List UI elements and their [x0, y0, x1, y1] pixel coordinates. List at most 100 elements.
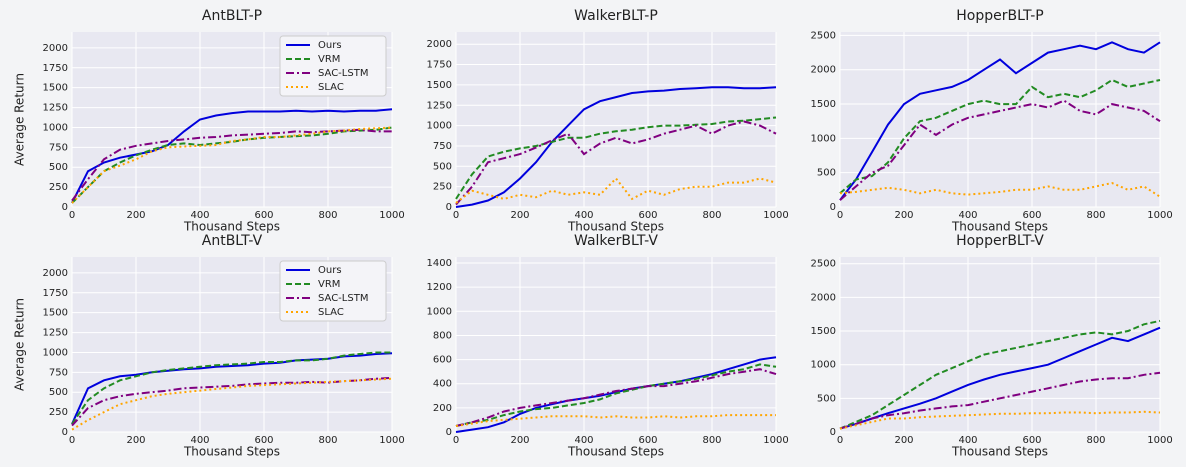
x-tick-label: 400: [958, 210, 977, 221]
legend-label: SAC-LSTM: [318, 68, 368, 79]
x-tick-label: 400: [574, 210, 593, 221]
chart-title: HopperBLT-V: [956, 233, 1044, 249]
x-axis-label: Thousand Steps: [567, 220, 664, 234]
y-tick-label: 0: [446, 427, 452, 438]
y-tick-label: 250: [433, 182, 452, 193]
chart-title: WalkerBLT-V: [574, 233, 658, 249]
y-tick-label: 750: [433, 141, 452, 152]
x-tick-label: 800: [702, 210, 721, 221]
y-tick-label: 1000: [43, 347, 68, 358]
y-tick-label: 0: [62, 427, 68, 438]
chart-title: AntBLT-V: [202, 233, 263, 249]
legend-box: [279, 35, 387, 97]
series-line: [455, 414, 776, 427]
x-tick-label: 800: [318, 435, 337, 446]
x-axis-label: Thousand Steps: [183, 445, 280, 459]
x-tick-label: 800: [1086, 435, 1105, 446]
y-tick-label: 1750: [427, 60, 452, 71]
y-tick-label: 1500: [43, 83, 68, 94]
x-tick-label: 600: [638, 435, 657, 446]
y-tick-label: 800: [433, 330, 452, 341]
y-tick-label: 0: [830, 202, 836, 213]
chart-title: HopperBLT-P: [956, 8, 1043, 24]
subplot: WalkerBLT-P 0 250 500 750 1000 1250 1500 1750 200…: [427, 8, 789, 234]
legend-label: Ours: [318, 265, 342, 276]
y-tick-label: 0: [830, 427, 836, 438]
x-axis-label: Thousand Steps: [183, 220, 280, 234]
x-tick-label: 1000: [763, 210, 788, 221]
y-axis-label: Average Return: [13, 73, 27, 166]
x-tick-label: 600: [1022, 435, 1041, 446]
x-tick-label: 600: [254, 435, 273, 446]
plot-area: [456, 257, 776, 432]
x-axis-label: Thousand Steps: [567, 445, 664, 459]
y-tick-label: 2000: [427, 39, 452, 50]
x-tick-label: 800: [702, 435, 721, 446]
series-line: [839, 78, 1161, 195]
y-tick-label: 2000: [811, 65, 836, 76]
x-tick-label: 1000: [1147, 210, 1172, 221]
x-tick-label: 600: [638, 210, 657, 221]
y-tick-label: 600: [433, 355, 452, 366]
x-tick-label: 600: [254, 210, 273, 221]
y-tick-label: 1000: [427, 121, 452, 132]
y-tick-label: 500: [817, 168, 836, 179]
y-tick-label: 500: [817, 393, 836, 404]
y-tick-label: 400: [433, 379, 452, 390]
x-tick-label: 400: [190, 435, 209, 446]
x-tick-label: 800: [1086, 210, 1105, 221]
series-line: [839, 41, 1161, 201]
y-tick-label: 750: [49, 142, 68, 153]
series-line: [455, 356, 777, 433]
x-tick-label: 0: [453, 435, 459, 446]
y-tick-label: 0: [446, 202, 452, 213]
x-tick-label: 1000: [379, 435, 404, 446]
y-tick-label: 500: [49, 387, 68, 398]
series-line: [839, 410, 1161, 430]
y-axis-label: Average Return: [13, 298, 27, 391]
legend-label: SLAC: [318, 82, 344, 93]
y-tick-label: 2000: [43, 268, 68, 279]
x-tick-label: 0: [69, 435, 75, 446]
x-tick-label: 200: [510, 210, 529, 221]
y-tick-label: 1750: [43, 63, 68, 74]
y-tick-label: 2500: [811, 259, 836, 270]
x-tick-label: 1000: [1147, 435, 1172, 446]
y-tick-label: 1000: [811, 360, 836, 371]
series-line: [71, 126, 393, 204]
legend-label: VRM: [318, 54, 340, 65]
series-line: [839, 326, 1161, 430]
series-line: [71, 108, 393, 204]
y-tick-label: 2500: [811, 30, 836, 41]
x-axis-label: Thousand Steps: [951, 445, 1048, 459]
y-tick-label: 0: [62, 202, 68, 213]
subplot: AntBLT-P 0 250 500 750 1000 1250 1500 1750 2000 0 2…: [13, 8, 405, 234]
x-tick-label: 1000: [379, 210, 404, 221]
x-tick-label: 0: [837, 435, 843, 446]
series-line: [839, 371, 1161, 430]
y-tick-label: 200: [433, 403, 452, 414]
x-tick-label: 200: [510, 435, 529, 446]
y-tick-label: 1250: [43, 103, 68, 114]
subplot: AntBLT-V 0 250 500 750 1000 1250 1500 1750 2000 0 2…: [13, 233, 405, 459]
series-line: [455, 120, 777, 206]
y-tick-label: 1500: [811, 99, 836, 110]
legend-box: [279, 260, 387, 322]
subplot: HopperBLT-P 0 500 1000 1500 2000 2500 0 200 400 60…: [811, 8, 1173, 234]
y-tick-label: 1000: [43, 122, 68, 133]
y-tick-label: 1000: [811, 133, 836, 144]
series-line: [455, 86, 777, 208]
chart-title: AntBLT-P: [202, 8, 262, 24]
y-tick-label: 1500: [427, 80, 452, 91]
y-tick-label: 250: [49, 182, 68, 193]
x-tick-label: 400: [190, 210, 209, 221]
series-line: [71, 351, 392, 425]
y-tick-label: 500: [433, 161, 452, 172]
x-tick-label: 400: [574, 435, 593, 446]
chart-title: WalkerBLT-P: [574, 8, 658, 24]
y-tick-label: 500: [49, 162, 68, 173]
x-tick-label: 600: [1022, 210, 1041, 221]
series-line: [455, 368, 777, 427]
series-line: [839, 319, 1161, 430]
